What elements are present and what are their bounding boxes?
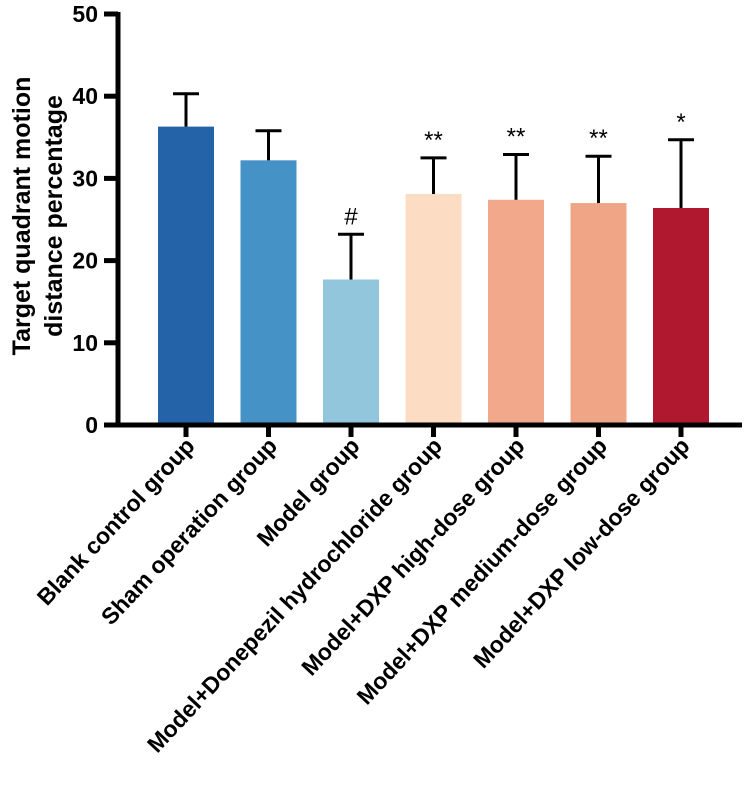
bar	[240, 160, 297, 426]
x-category-label: Model+Donepezil hydrochloride group	[142, 433, 447, 758]
y-tick-label: 0	[85, 412, 98, 438]
y-axis-title-line-1: Target quadrant motion	[8, 77, 36, 356]
y-tick-label: 40	[72, 83, 98, 109]
x-category-label: Blank control group	[32, 433, 200, 611]
y-tick-label: 20	[72, 248, 98, 274]
bar	[323, 279, 379, 425]
bar	[488, 199, 544, 425]
y-tick-label: 30	[72, 165, 98, 191]
significance-marker: *	[676, 109, 685, 136]
significance-marker: **	[507, 124, 526, 151]
y-tick-label: 10	[72, 330, 98, 356]
y-axis-title-line-2: distance percentage	[40, 95, 68, 337]
significance-marker: #	[344, 203, 358, 230]
bar	[653, 207, 709, 425]
y-axis-title: Target quadrant motion distance percenta…	[8, 77, 68, 356]
bar	[158, 126, 214, 425]
significance-marker: **	[424, 127, 443, 154]
significance-marker: **	[589, 125, 608, 152]
y-tick-label: 50	[72, 1, 98, 27]
bar	[405, 194, 462, 425]
bar	[570, 203, 627, 425]
